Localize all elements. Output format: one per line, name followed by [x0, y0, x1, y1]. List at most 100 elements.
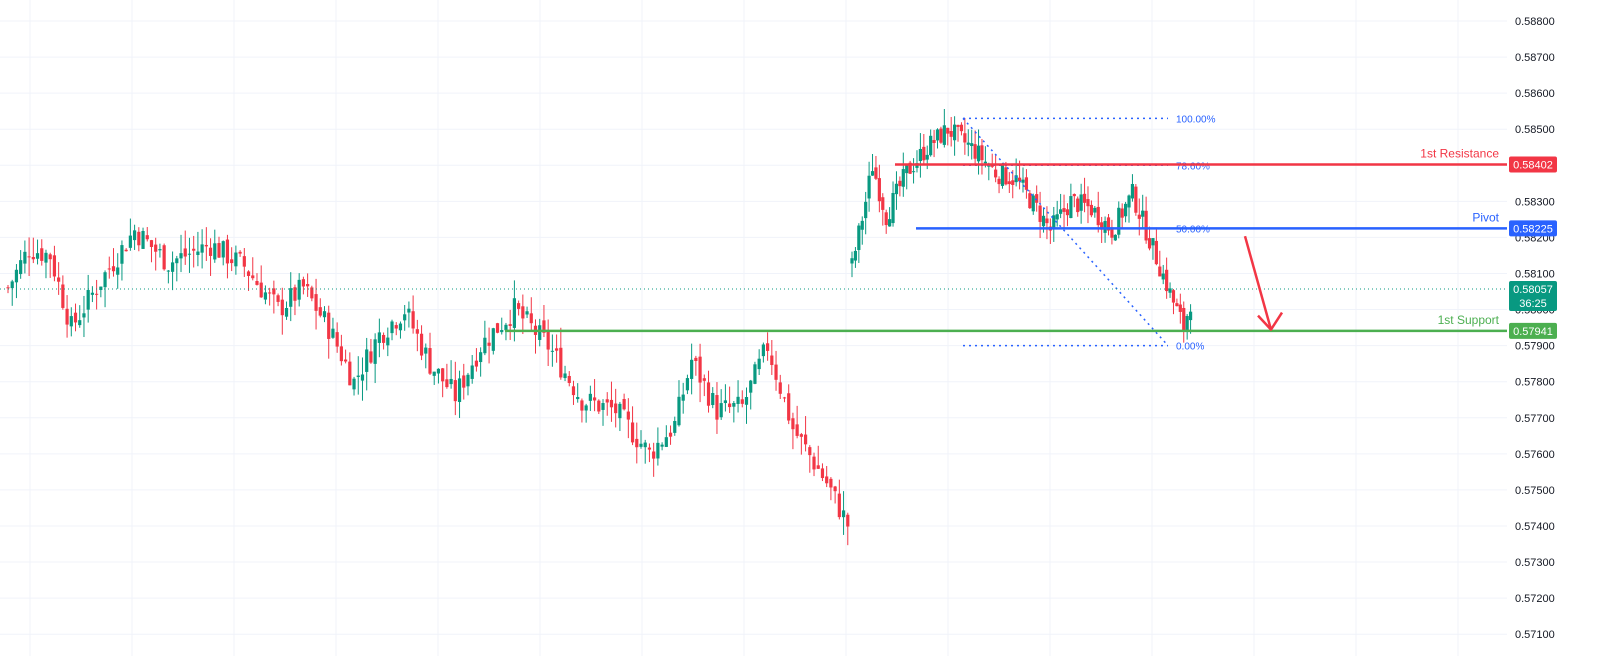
candle-body	[1106, 217, 1111, 231]
candle-body	[973, 144, 977, 159]
candle-body	[390, 321, 394, 334]
y-tick-label: 0.57100	[1515, 629, 1555, 641]
candle-body	[860, 220, 864, 230]
candle-body	[711, 392, 715, 406]
candle-body	[187, 253, 192, 255]
candle-body	[57, 277, 61, 282]
candle-body	[196, 251, 200, 255]
candle-body	[1165, 269, 1169, 292]
candle-body	[234, 252, 238, 267]
candle-body	[740, 399, 744, 404]
candle-body	[217, 243, 221, 258]
fib-level-label: 50.00%	[1176, 224, 1210, 235]
candle-body	[1038, 205, 1042, 222]
candle-body	[787, 393, 791, 421]
candle-body	[939, 128, 943, 143]
projection-arrow[interactable]	[1243, 235, 1284, 331]
candle-body	[1055, 214, 1059, 220]
candle-body	[289, 288, 293, 307]
candle-body	[588, 393, 592, 401]
candle-body	[360, 374, 365, 381]
candle-body	[770, 355, 774, 366]
candle-body	[546, 330, 550, 350]
candle-body	[255, 280, 259, 285]
candle-body	[983, 161, 987, 164]
candle-body	[175, 258, 179, 264]
candle-body	[40, 248, 44, 261]
candle-body	[584, 405, 588, 411]
candle-body	[128, 235, 132, 248]
candle-body	[647, 447, 652, 450]
candle-body	[1052, 215, 1056, 230]
candle-body	[1062, 208, 1066, 212]
fib-level-label: 0.00%	[1176, 342, 1204, 353]
candle-body	[702, 378, 706, 381]
y-tick-label: 0.57300	[1515, 557, 1555, 569]
candle-body	[911, 171, 916, 173]
candle-body	[52, 255, 57, 277]
candle-body	[622, 398, 626, 410]
candle-body	[154, 244, 158, 252]
price-axis[interactable]: 0.588000.587000.586000.585000.584000.583…	[1507, 0, 1609, 656]
candle-body	[580, 400, 584, 411]
y-tick-label: 0.58500	[1515, 124, 1555, 136]
candle-body	[348, 361, 352, 386]
candle-body	[517, 303, 521, 309]
candle-body	[1014, 175, 1018, 183]
support-label: 1st Support	[1438, 313, 1500, 327]
candle-body	[864, 201, 868, 219]
candle-body	[749, 380, 753, 393]
candle-body	[268, 292, 272, 294]
candle-body	[825, 476, 829, 484]
candle-body	[715, 395, 719, 420]
candle-body	[284, 307, 289, 317]
candle-body	[1093, 207, 1097, 213]
candle-body	[1188, 311, 1193, 321]
candle-body	[318, 307, 322, 316]
candle-body	[685, 378, 690, 391]
candle-body	[766, 343, 770, 351]
candle-body	[812, 456, 816, 470]
candle-body	[230, 259, 234, 264]
y-tick-label: 0.57500	[1515, 485, 1555, 497]
candle-body	[449, 378, 453, 385]
resistance-price-tag	[1509, 156, 1557, 173]
candle-body	[673, 421, 677, 433]
y-tick-label: 0.58700	[1515, 52, 1555, 64]
candle-body	[179, 253, 183, 259]
candle-body	[1182, 307, 1186, 331]
fibonacci-retracement[interactable]: 100.00% 78.60% 50.00% 0.00%	[962, 114, 1216, 353]
candle-body	[898, 180, 902, 187]
candle-body	[432, 371, 436, 376]
candle-body	[1113, 234, 1117, 241]
candle-body	[149, 240, 154, 247]
candle-body	[795, 424, 799, 436]
candle-body	[942, 125, 946, 145]
candle-body	[664, 437, 668, 447]
candle-body	[377, 332, 381, 343]
candle-body	[1017, 177, 1022, 182]
fib-trend-line	[962, 117, 1169, 347]
price-levels[interactable]: 1st Resistance Pivot 1st Support	[0, 147, 1507, 333]
candle-body	[103, 272, 107, 288]
candle-body	[10, 281, 14, 289]
y-tick-label: 0.57600	[1515, 449, 1555, 461]
candle-body	[411, 311, 415, 329]
candle-body	[44, 252, 48, 263]
candle-body	[816, 465, 820, 469]
pivot-price-value: 0.58225	[1513, 223, 1553, 235]
candle-body	[276, 295, 280, 302]
candle-body	[293, 287, 297, 301]
candle-body	[874, 167, 878, 179]
candle-body	[698, 356, 702, 383]
candle-body	[1178, 304, 1182, 312]
candle-body	[495, 323, 500, 333]
candle-body	[677, 396, 681, 426]
candle-body	[470, 365, 474, 379]
candle-body	[1069, 196, 1073, 219]
candle-body	[310, 287, 314, 299]
candle-body	[208, 247, 213, 256]
candle-body	[894, 183, 899, 195]
